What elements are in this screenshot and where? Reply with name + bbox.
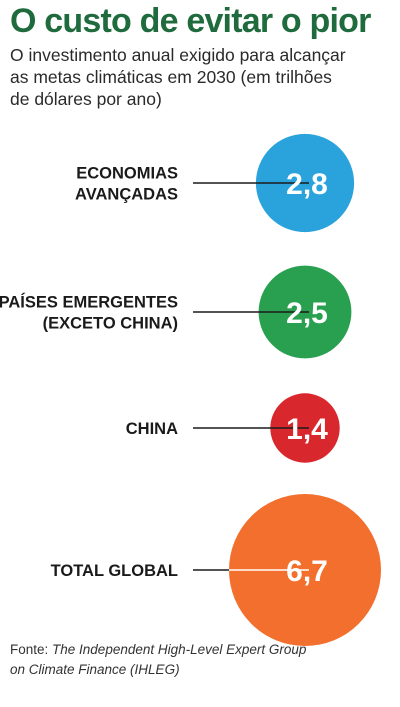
chart-subtitle: O investimento anual exigido para alcanç… xyxy=(10,44,395,110)
category-label: TOTAL GLOBAL xyxy=(51,562,178,580)
subtitle-line: O investimento anual exigido para alcanç… xyxy=(10,45,346,65)
source-note: Fonte: The Independent High-Level Expert… xyxy=(10,640,395,680)
category-label: AVANÇADAS xyxy=(75,186,178,204)
value-label: 2,8 xyxy=(286,168,328,201)
category-label: ECONOMIAS xyxy=(76,165,178,183)
source-prefix: Fonte: xyxy=(10,642,53,657)
subtitle-line: de dólares por ano) xyxy=(10,89,162,109)
category-label: CHINA xyxy=(126,420,178,438)
value-label: 1,4 xyxy=(286,413,328,446)
category-label: PAÍSES EMERGENTES xyxy=(0,293,178,312)
source-text: on Climate Finance (IHLEG) xyxy=(10,662,180,677)
source-text: The Independent High-Level Expert Group xyxy=(52,642,307,657)
chart-title: O custo de evitar o pior xyxy=(10,2,371,40)
category-label: (EXCETO CHINA) xyxy=(43,315,178,333)
value-label: 2,5 xyxy=(286,297,328,330)
subtitle-line: as metas climáticas em 2030 (em trilhões xyxy=(10,67,332,87)
value-label: 6,7 xyxy=(286,555,328,588)
